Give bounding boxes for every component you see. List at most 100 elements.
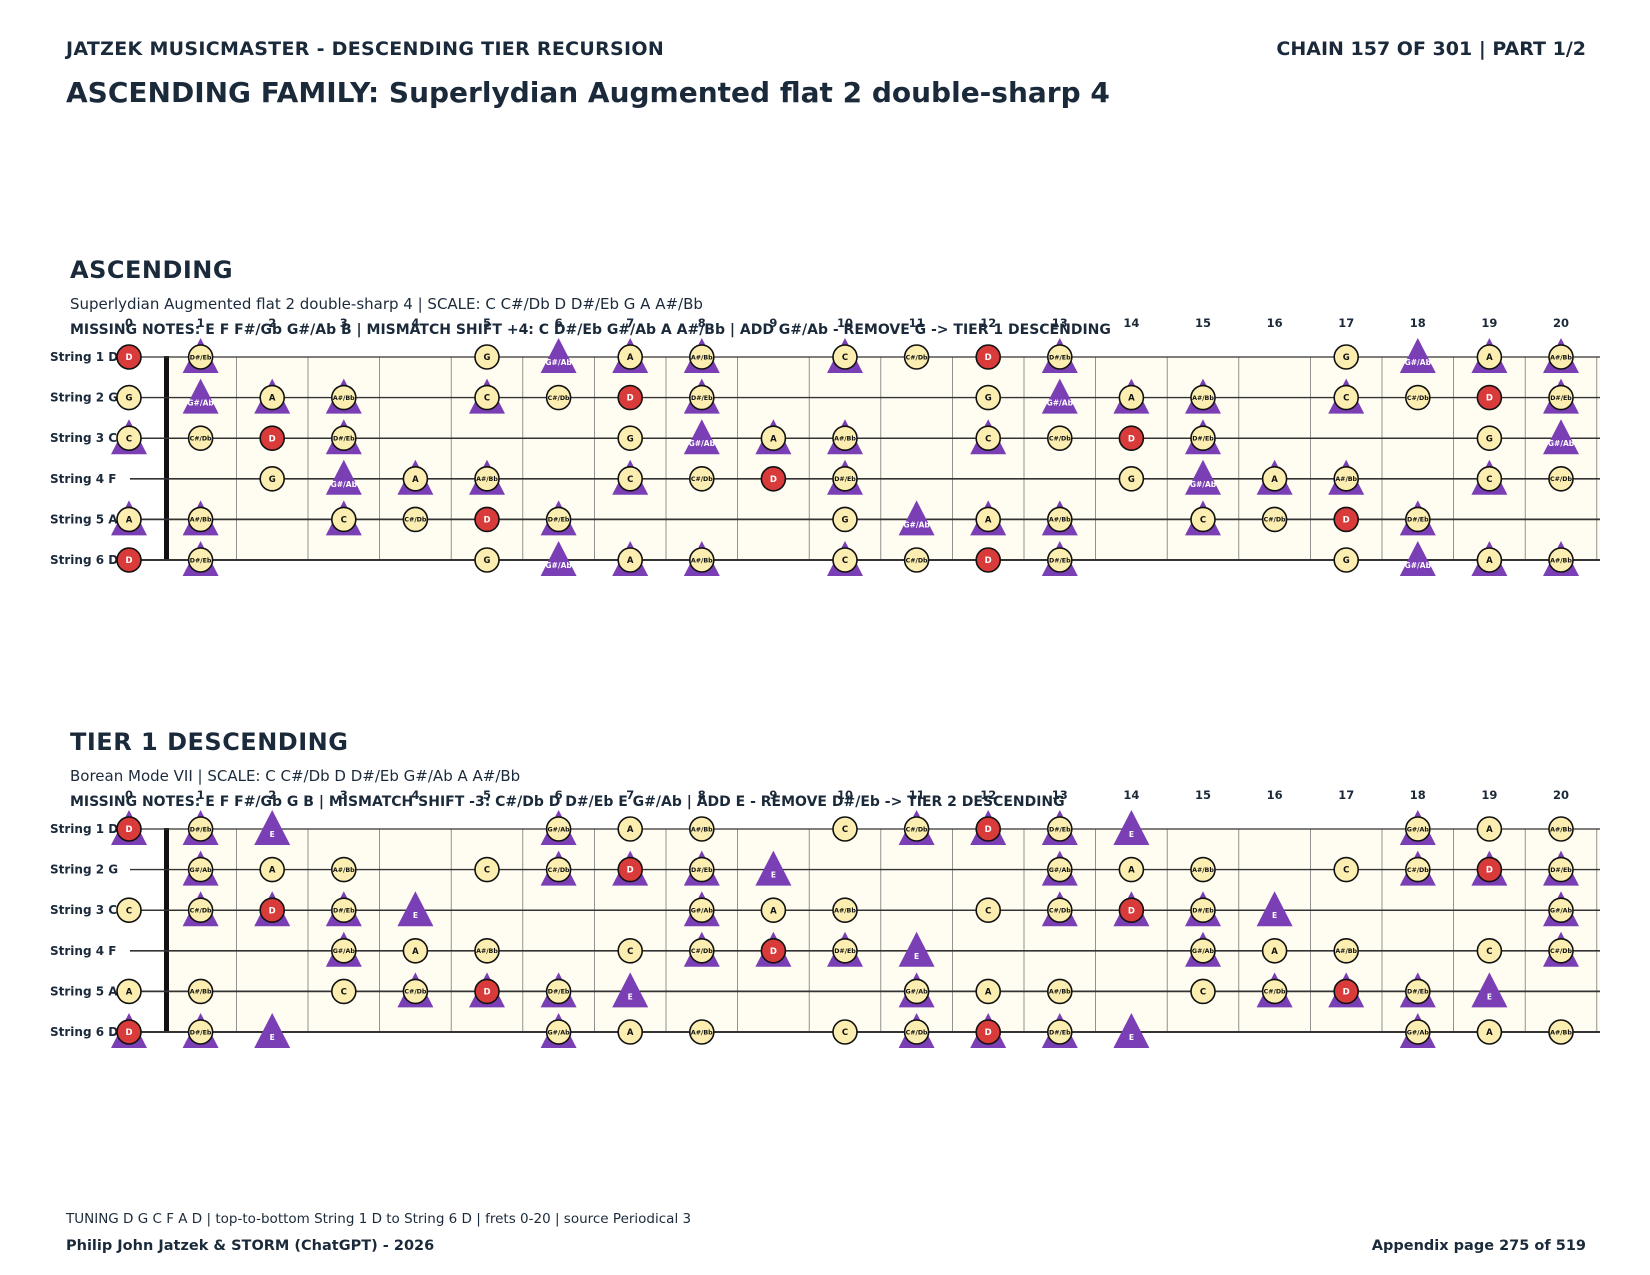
mismatch-triangle [1041,378,1078,414]
fret-number: 1 [197,788,205,802]
fret-number: 17 [1338,316,1354,330]
note-name: A [269,394,276,404]
fret-number: 7 [626,788,634,802]
section-1-scale: Superlydian Augmented flat 2 double-shar… [70,295,703,313]
scale-note-marker [975,506,1002,533]
note-name: D [985,353,992,363]
mismatch-triangle [683,419,720,455]
scale-note-marker [1548,938,1574,964]
note-name: C [1343,394,1349,404]
note-name: A [269,866,276,876]
scale-note-marker [688,547,715,573]
fret-number: 4 [411,788,419,802]
note-name: A [412,947,419,957]
note-name: A#/Bb [1550,1029,1572,1036]
mismatch-triangle [1185,459,1221,495]
added-note-label: E [771,871,776,880]
root-note-marker [760,938,787,964]
note-name: C [126,906,132,916]
scale-note-marker [187,425,214,451]
note-name: C [842,556,848,566]
added-note-label: G#/Ab [1548,439,1575,448]
note-name: A [770,434,777,444]
scale-note-marker [1405,506,1431,533]
note-name: D#/Eb [1550,395,1572,402]
scale-note-marker [545,506,572,533]
note-name: C [985,906,991,916]
scale-note-marker [330,425,357,451]
scale-note-marker [402,466,429,492]
scale-note-marker [1118,384,1145,411]
note-name: C#/Db [1550,476,1572,483]
scale-note-marker [832,466,858,492]
scale-note-marker [1047,978,1073,1005]
scale-note-marker [1047,425,1073,451]
scale-note-marker [545,816,572,842]
note-name: A#/Bb [1335,948,1357,955]
fret-number: 4 [411,316,419,330]
scale-note-marker [1476,1019,1503,1045]
root-note-marker [975,547,1002,573]
note-name: D#/Eb [190,354,212,361]
note-name: D [1128,434,1135,444]
scale-note-marker [1261,978,1288,1005]
scale-note-marker [1548,897,1574,923]
scale-note-marker [330,897,357,923]
fret-number: 5 [483,316,491,330]
mismatch-triangle [254,810,291,845]
note-name: A#/Bb [691,354,713,361]
note-name: G [484,556,491,566]
fret-number: 3 [340,316,348,330]
note-name: G [484,353,491,363]
fret-number: 13 [1052,316,1068,330]
scale-note-marker [760,425,787,451]
added-note-label: G#/Ab [331,480,358,489]
scale-note-marker [1047,856,1073,883]
added-note-label: G#/Ab [545,561,572,570]
fretboard-tier-1-descending: String 1 D String 2 G String 3 C String 4 F… [50,788,1600,1048]
note-name: C [1343,866,1349,876]
fret-number: 20 [1553,316,1569,330]
scale-note-marker [688,897,715,923]
added-note-label: E [914,952,919,961]
scale-note-marker [1405,856,1431,883]
added-note-label: E [1272,911,1277,920]
scale-note-marker [259,384,286,411]
scale-note-marker [545,1019,572,1045]
scale-note-marker [187,978,214,1005]
note-name: G#/Ab [1550,907,1573,914]
note-name: C [627,947,633,957]
scale-note-marker [116,384,142,411]
scale-note-marker [330,978,357,1005]
note-name: C [1200,987,1206,997]
root-note-marker [116,344,142,370]
scale-note-marker [1333,547,1359,573]
scale-note-marker [1405,384,1431,411]
note-name: C [341,987,347,997]
note-name: D [770,947,777,957]
note-name: C#/Db [1264,517,1286,524]
fret-number: 9 [769,788,777,802]
note-name: A#/Bb [476,476,498,483]
note-name: D [627,866,634,876]
note-name: D [1343,515,1350,525]
scale-note-marker [474,856,500,883]
note-name: D#/Eb [190,1029,212,1036]
scale-note-marker [688,344,715,370]
header-chain-indicator: CHAIN 157 OF 301 | PART 1/2 [1276,38,1586,60]
scale-note-marker [1333,466,1359,492]
note-name: D#/Eb [1049,1029,1071,1036]
mismatch-triangle [397,891,434,927]
scale-note-marker [1476,344,1503,370]
mismatch-triangle [612,972,649,1008]
scale-note-marker [617,344,644,370]
fret-number: 13 [1052,788,1068,802]
fret-number: 19 [1481,316,1497,330]
note-name: D#/Eb [1192,435,1214,442]
string-label: String 4 F [50,944,116,958]
fret-number: 10 [837,316,853,330]
note-name: D [125,1028,132,1038]
scale-note-marker [116,506,142,533]
string-label: String 2 G [50,863,118,877]
note-name: D [269,906,276,916]
